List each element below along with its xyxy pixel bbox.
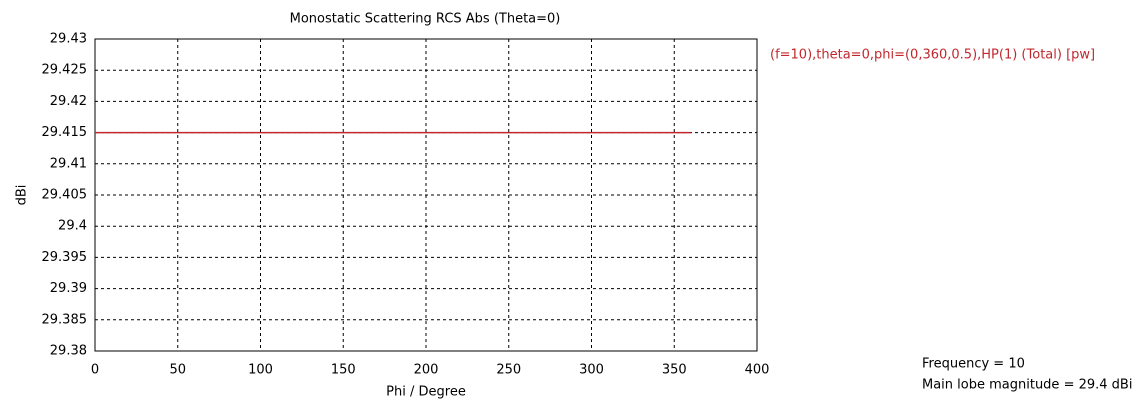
y-axis-label: dBi <box>15 185 30 206</box>
x-tick-label: 150 <box>331 363 356 378</box>
y-tick-label: 29.395 <box>42 250 88 265</box>
x-tick-label: 400 <box>745 363 770 378</box>
x-tick-label: 300 <box>579 363 604 378</box>
x-tick-label: 250 <box>496 363 521 378</box>
y-tick-label: 29.4 <box>58 219 87 234</box>
y-tick-label: 29.43 <box>50 32 87 47</box>
y-tick-label: 29.39 <box>50 281 87 296</box>
y-tick-label: 29.385 <box>42 312 88 327</box>
y-tick-label: 29.425 <box>42 63 88 78</box>
y-tick-label: 29.41 <box>50 156 87 171</box>
x-axis-label: Phi / Degree <box>386 385 466 400</box>
chart-title: Monostatic Scattering RCS Abs (Theta=0) <box>290 12 561 27</box>
y-tick-label: 29.405 <box>42 188 88 203</box>
x-tick-label: 350 <box>662 363 687 378</box>
y-tick-label: 29.42 <box>50 94 87 109</box>
annotation: Frequency = 10 <box>922 357 1025 372</box>
y-tick-label: 29.415 <box>42 125 88 140</box>
legend-entry: (f=10),theta=0,phi=(0,360,0.5),HP(1) (To… <box>770 48 1095 63</box>
plot-frame <box>94 38 758 352</box>
x-tick-label: 50 <box>169 363 186 378</box>
y-tick-label: 29.38 <box>50 344 87 359</box>
x-tick-label: 100 <box>248 363 273 378</box>
x-tick-label: 0 <box>91 363 99 378</box>
annotation: Main lobe magnitude = 29.4 dBi <box>922 378 1132 393</box>
x-tick-label: 200 <box>414 363 439 378</box>
